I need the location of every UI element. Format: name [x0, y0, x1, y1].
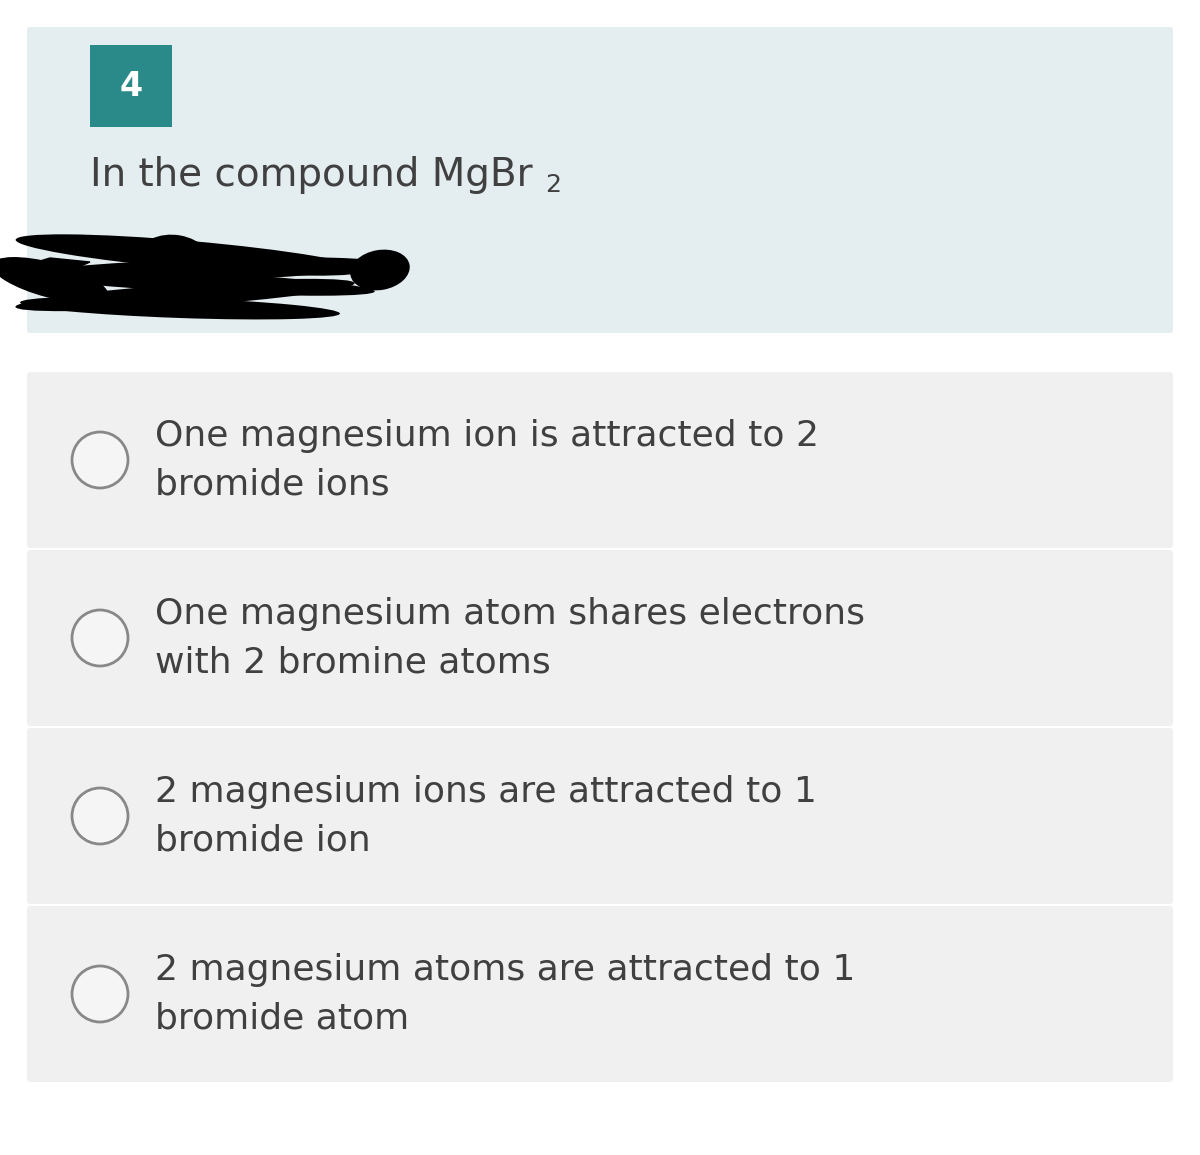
FancyBboxPatch shape — [28, 372, 1174, 547]
Ellipse shape — [16, 234, 365, 276]
Text: 2: 2 — [545, 173, 562, 198]
Ellipse shape — [350, 249, 409, 290]
FancyBboxPatch shape — [28, 906, 1174, 1082]
Ellipse shape — [16, 258, 385, 283]
Text: One magnesium ion is attracted to 2
bromide ions: One magnesium ion is attracted to 2 brom… — [155, 418, 818, 501]
Text: 2 magnesium atoms are attracted to 1
bromide atom: 2 magnesium atoms are attracted to 1 bro… — [155, 953, 856, 1035]
Circle shape — [72, 610, 128, 666]
FancyBboxPatch shape — [90, 45, 172, 127]
Circle shape — [72, 966, 128, 1022]
Ellipse shape — [16, 278, 354, 311]
Ellipse shape — [20, 297, 340, 320]
Text: One magnesium atom shares electrons
with 2 bromine atoms: One magnesium atom shares electrons with… — [155, 597, 865, 679]
Text: 4: 4 — [120, 69, 143, 103]
Circle shape — [72, 788, 128, 844]
Circle shape — [72, 432, 128, 489]
Ellipse shape — [0, 258, 108, 303]
FancyBboxPatch shape — [28, 27, 1174, 333]
Polygon shape — [0, 258, 90, 285]
Text: In the compound MgBr: In the compound MgBr — [90, 156, 533, 194]
Ellipse shape — [16, 268, 374, 296]
FancyBboxPatch shape — [28, 550, 1174, 726]
FancyBboxPatch shape — [28, 728, 1174, 904]
Ellipse shape — [136, 234, 215, 296]
Text: 2 magnesium ions are attracted to 1
bromide ion: 2 magnesium ions are attracted to 1 brom… — [155, 775, 817, 857]
